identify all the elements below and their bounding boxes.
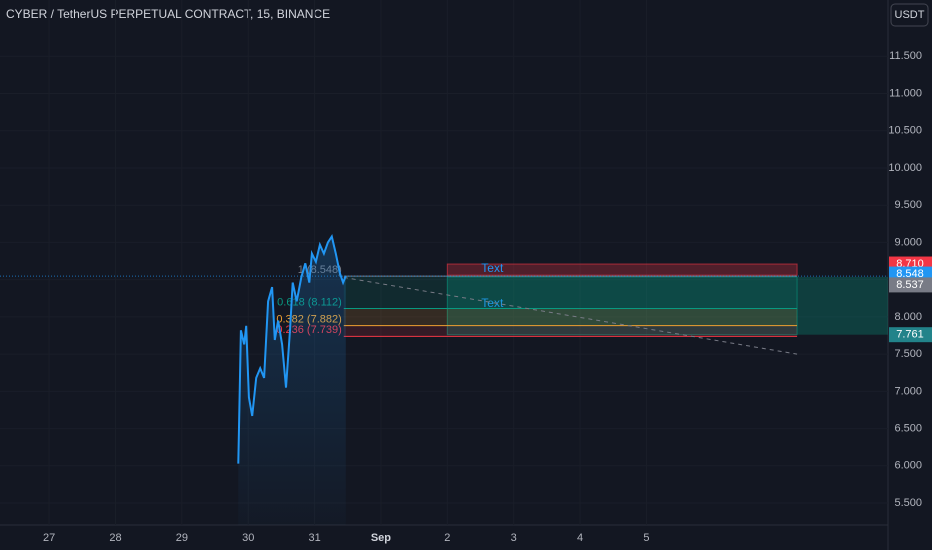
- chart-title: CYBER / TetherUS PERPETUAL CONTRACT, 15,…: [6, 7, 330, 21]
- y-tick-label: 8.000: [894, 311, 922, 323]
- fib-band: [343, 325, 798, 337]
- fib-band: [343, 276, 798, 309]
- y-tick-label: 10.500: [888, 125, 922, 137]
- x-tick-label: 2: [444, 532, 450, 544]
- y-tick-label: 6.000: [894, 460, 922, 472]
- y-tick-label: 7.000: [894, 385, 922, 397]
- y-tick-label: 11.500: [889, 50, 922, 62]
- y-tick-label: 10.000: [888, 162, 922, 174]
- price-tag-label: 8.548: [896, 268, 924, 280]
- y-tick-label: 11.000: [889, 87, 922, 99]
- currency-label: USDT: [895, 9, 925, 21]
- price-tag-label: 8.537: [896, 279, 924, 291]
- price-area: [238, 236, 346, 525]
- y-tick-label: 6.500: [894, 422, 922, 434]
- price-tag: [889, 277, 932, 293]
- x-tick-label: 29: [176, 532, 188, 544]
- price-tag: [889, 327, 932, 343]
- x-tick-label: 5: [643, 532, 649, 544]
- x-tick-label: 27: [43, 532, 55, 544]
- position-box: [446, 276, 798, 336]
- x-tick-label: Sep: [371, 532, 391, 544]
- y-tick-label: 5.500: [894, 497, 922, 509]
- currency-button[interactable]: [890, 3, 929, 27]
- y-tick-label: 9.000: [894, 236, 922, 248]
- box-text: Text: [481, 261, 504, 275]
- x-tick-label: 30: [242, 532, 254, 544]
- box-text: Text: [481, 296, 504, 310]
- x-tick-label: 4: [577, 532, 583, 544]
- y-tick-label: 9.500: [894, 199, 922, 211]
- x-tick-label: 28: [109, 532, 121, 544]
- y-tick-label: 7.500: [894, 348, 922, 360]
- position-box: [446, 263, 798, 276]
- price-tag-label: 7.761: [896, 329, 924, 341]
- x-tick-label: 3: [511, 532, 517, 544]
- price-line: [237, 234, 347, 464]
- position-box-extension: [797, 276, 888, 335]
- fib-band: [343, 308, 798, 326]
- x-tick-label: 31: [308, 532, 320, 544]
